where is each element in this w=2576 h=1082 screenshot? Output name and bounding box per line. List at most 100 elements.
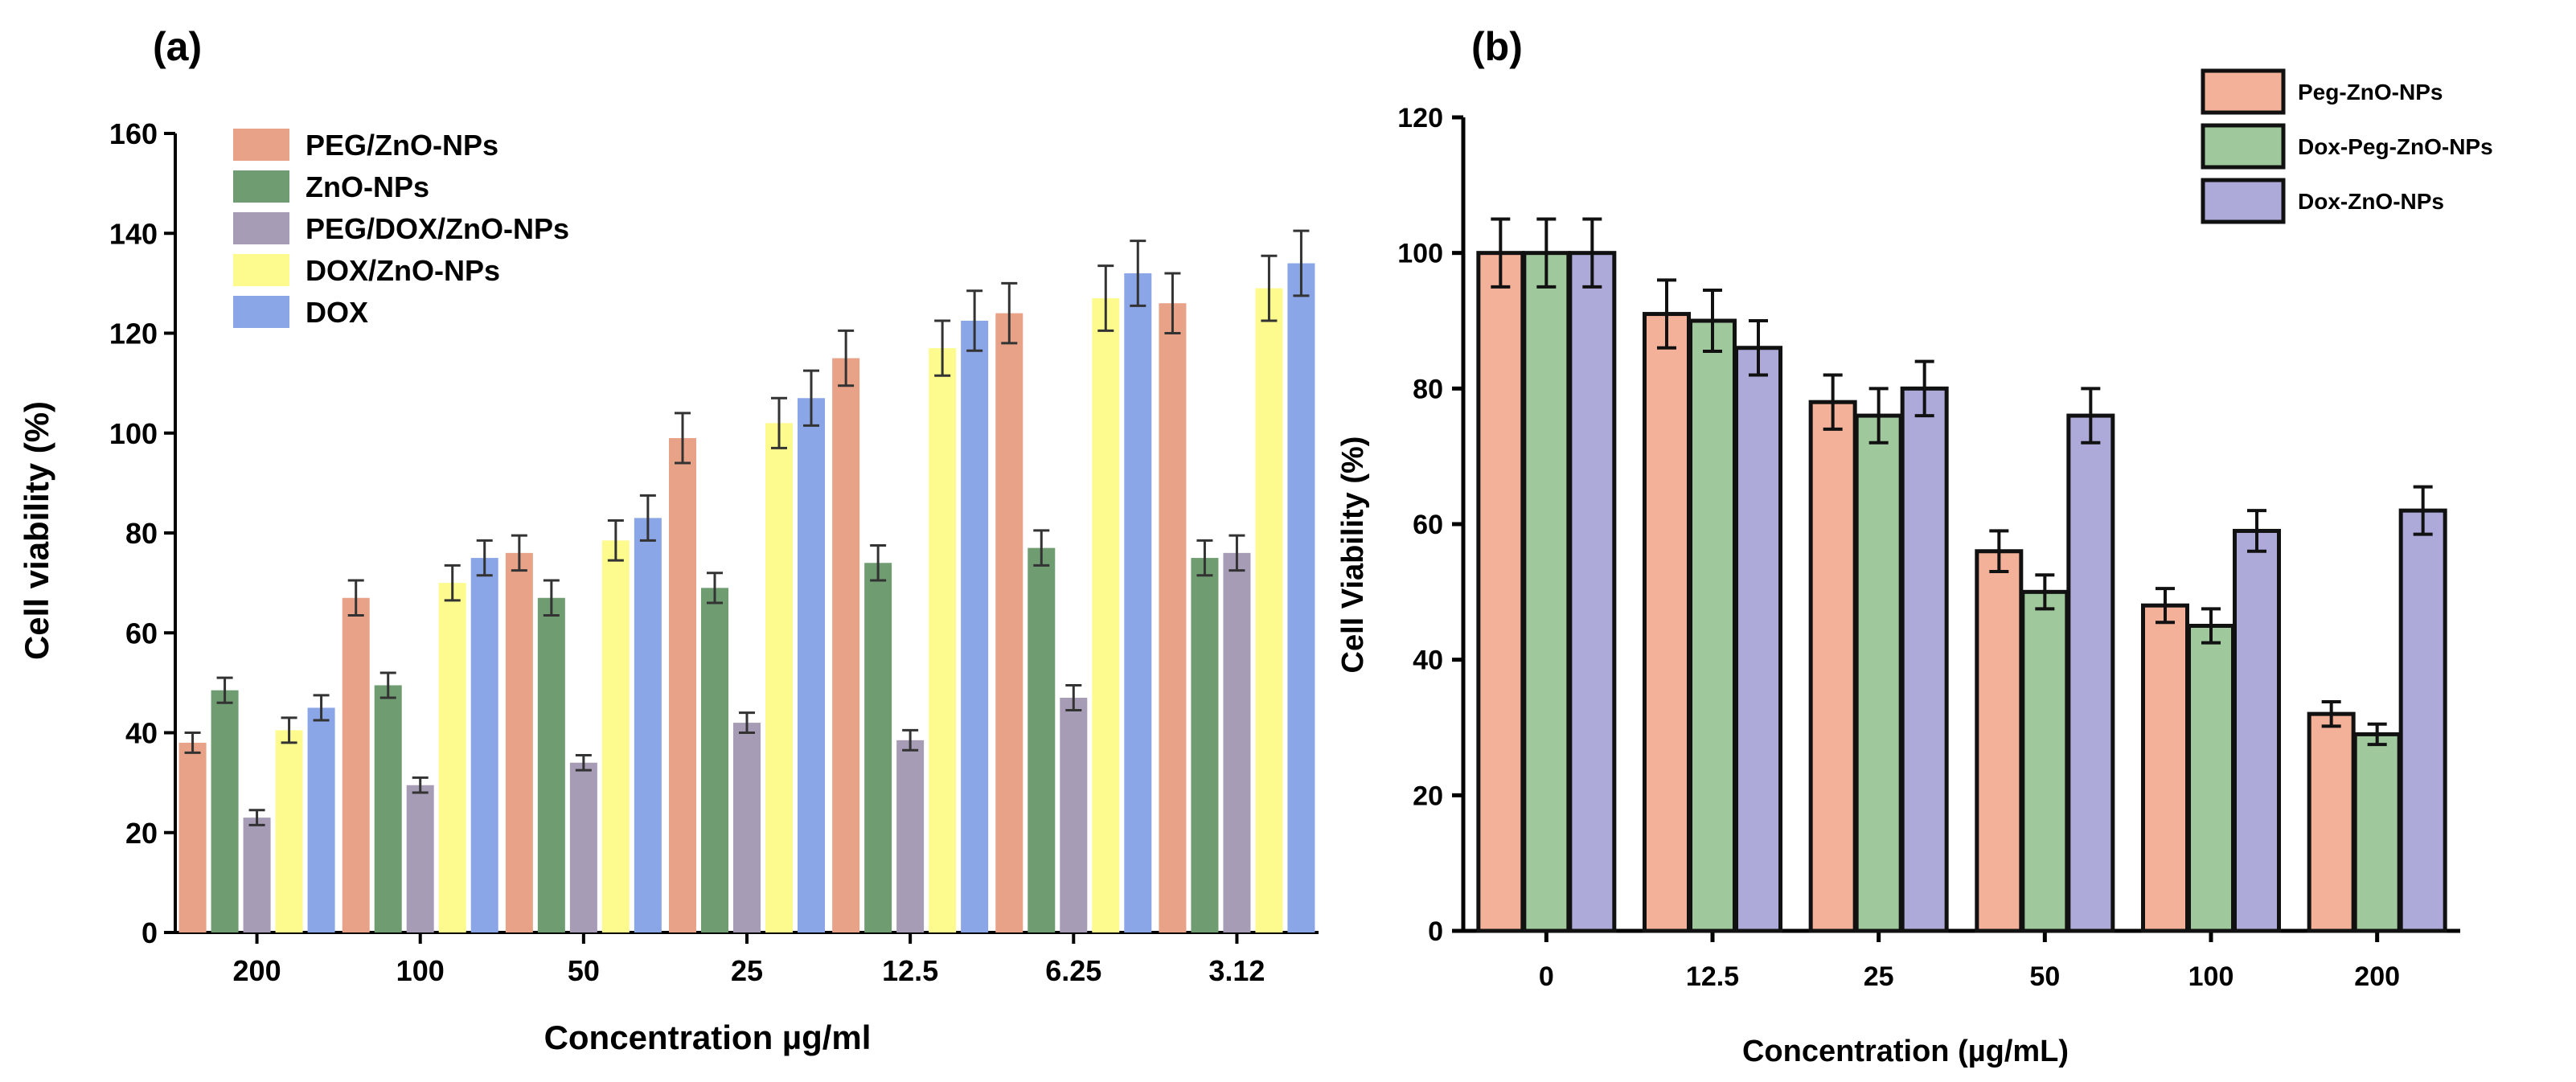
error-bar-dox-zno-nps-25 xyxy=(771,396,787,449)
panel-b-label: (b) xyxy=(1471,24,1523,69)
error-bar-dox-6-25 xyxy=(1130,240,1146,307)
bar-zno-nps-12-5 xyxy=(864,563,892,932)
bar-dox-zno-nps-12-5 xyxy=(929,348,957,932)
bar-dox-zno-nps-25 xyxy=(765,423,793,932)
bar-dox-peg-zno-nps-12-5 xyxy=(1688,318,1737,933)
bar-peg-dox-zno-nps-6-25 xyxy=(1060,698,1088,932)
panel-a-y-tick-label: 100 xyxy=(109,417,158,450)
error-bar-peg-zno-nps-12-5 xyxy=(1657,278,1676,350)
error-bar-peg-zno-nps-3-12 xyxy=(1164,272,1181,334)
error-bar-peg-dox-zno-nps-25 xyxy=(739,711,755,734)
error-bar-dox-3-12 xyxy=(1293,229,1310,297)
bar-dox-zno-nps-25 xyxy=(1900,386,1949,933)
panel-b-x-tick-label: 200 xyxy=(2354,961,2400,992)
panel-a-y-tick-label: 40 xyxy=(125,717,158,750)
legend-swatch-dox-peg-zno-nps xyxy=(2201,123,2286,170)
error-bar-dox-peg-zno-nps-0 xyxy=(1536,217,1557,289)
error-bar-zno-nps-12-5 xyxy=(870,544,887,582)
bar-zno-nps-200 xyxy=(211,690,239,932)
error-bar-dox-peg-zno-nps-12-5 xyxy=(1703,289,1722,353)
error-bar-dox-peg-zno-nps-25 xyxy=(1868,387,1889,445)
error-bar-zno-nps-50 xyxy=(543,579,560,617)
error-bar-peg-zno-nps-50 xyxy=(1989,529,2009,574)
bar-zno-nps-50 xyxy=(537,597,565,932)
bar-peg-zno-nps-100 xyxy=(2141,603,2189,933)
bar-peg-zno-nps-3-12 xyxy=(1159,303,1187,933)
legend-swatch-dox-zno-nps xyxy=(2201,178,2286,224)
bar-peg-dox-zno-nps-100 xyxy=(406,785,434,932)
error-bar-dox-100 xyxy=(476,539,493,577)
bar-peg-zno-nps-0 xyxy=(1476,251,1525,933)
error-bar-peg-dox-zno-nps-6-25 xyxy=(1065,683,1082,712)
error-bar-peg-dox-zno-nps-3-12 xyxy=(1229,534,1245,572)
error-bar-zno-nps-25 xyxy=(707,572,723,605)
bar-dox-peg-zno-nps-200 xyxy=(2352,732,2402,933)
error-bar-dox-25 xyxy=(803,369,819,427)
panel-a-x-tick-label: 25 xyxy=(731,954,763,987)
error-bar-dox-12-5 xyxy=(966,289,983,352)
bar-dox-zno-nps-50 xyxy=(601,540,630,932)
bar-peg-zno-nps-12-5 xyxy=(1643,312,1691,933)
legend-label-dox-zno-nps: DOX/ZnO-NPs xyxy=(306,254,500,287)
bar-dox-50 xyxy=(634,518,662,932)
error-bar-peg-dox-zno-nps-12-5 xyxy=(902,728,919,752)
error-bar-peg-zno-nps-0 xyxy=(1491,217,1511,289)
error-bar-dox-zno-nps-50 xyxy=(607,518,624,562)
error-bar-peg-zno-nps-12-5 xyxy=(838,329,855,387)
panel-b-y-tick-label: 100 xyxy=(1397,239,1443,269)
error-bar-dox-zno-nps-200 xyxy=(281,716,297,744)
error-bar-zno-nps-3-12 xyxy=(1196,539,1213,577)
bar-dox-100 xyxy=(470,558,498,932)
error-bar-dox-zno-nps-3-12 xyxy=(1261,254,1278,322)
panel-a-x-axis-label: Concentration µg/ml xyxy=(544,1018,872,1056)
bar-peg-zno-nps-25 xyxy=(1808,400,1857,933)
panel-a-y-tick-label: 140 xyxy=(109,217,158,250)
legend-swatch-dox xyxy=(233,296,289,328)
panel-b-x-tick-label: 25 xyxy=(1864,961,1894,992)
bar-dox-zno-nps-0 xyxy=(1568,251,1617,933)
bar-dox-peg-zno-nps-100 xyxy=(2187,624,2235,933)
error-bar-peg-zno-nps-25 xyxy=(675,412,691,465)
error-bar-dox-zno-nps-100 xyxy=(444,564,461,602)
panel-a-label: (a) xyxy=(153,24,202,69)
bar-peg-zno-nps-100 xyxy=(342,597,370,932)
error-bar-peg-dox-zno-nps-200 xyxy=(248,809,265,826)
error-bar-dox-zno-nps-50 xyxy=(2081,387,2101,445)
error-bar-peg-zno-nps-100 xyxy=(2156,587,2175,625)
legend-label-peg-zno-nps: PEG/ZnO-NPs xyxy=(306,129,498,162)
bar-dox-peg-zno-nps-25 xyxy=(1854,413,1903,933)
error-bar-dox-zno-nps-0 xyxy=(1582,217,1602,289)
panel-a-y-tick-label: 120 xyxy=(109,318,158,350)
bar-zno-nps-6-25 xyxy=(1028,547,1056,932)
error-bar-zno-nps-200 xyxy=(216,676,233,704)
panel-a-y-tick-label: 60 xyxy=(125,617,158,650)
panel-b-marks: 0 20 40 60 80 100 120 0 12.5 25 50 100 200 Peg-ZnO-NP… xyxy=(1397,68,2493,992)
bar-peg-zno-nps-200 xyxy=(178,742,207,932)
error-bar-zno-nps-100 xyxy=(379,671,396,699)
bar-peg-zno-nps-25 xyxy=(669,437,696,932)
bar-dox-200 xyxy=(307,707,335,932)
error-bar-peg-zno-nps-200 xyxy=(2321,699,2341,728)
error-bar-dox-zno-nps-12-5 xyxy=(1749,319,1768,377)
bar-dox-zno-nps-100 xyxy=(438,583,466,932)
panel-b: (b) 0 20 40 60 80 100 120 0 12.5 25 50 100 200 Peg-Zn… xyxy=(1336,24,2493,1068)
panel-a-x-tick-label: 6.25 xyxy=(1045,954,1101,987)
bar-peg-zno-nps-50 xyxy=(1975,549,2024,933)
error-bar-dox-zno-nps-25 xyxy=(1914,359,1934,418)
panel-b-x-axis-label: Concentration (µg/mL) xyxy=(1742,1035,2069,1068)
panel-a-y-tick-label: 20 xyxy=(125,817,158,850)
panel-b-x-tick-label: 100 xyxy=(2188,961,2234,992)
error-bar-peg-zno-nps-100 xyxy=(347,579,364,617)
panel-b-x-tick-label: 12.5 xyxy=(1686,961,1739,992)
bar-dox-zno-nps-12-5 xyxy=(1734,346,1782,933)
panel-b-y-tick-label: 60 xyxy=(1413,510,1443,540)
bar-dox-zno-nps-6-25 xyxy=(1092,298,1120,932)
panel-a-marks: 0 20 40 60 80 100 120 140 160 200 100 50 25 12.5 6.25 3… xyxy=(109,117,1319,987)
panel-a: (a) 0 20 40 60 80 100 120 140 160 200 100 50 25 12.5 6… xyxy=(18,24,1319,1056)
error-bar-peg-dox-zno-nps-100 xyxy=(412,776,429,794)
error-bar-peg-zno-nps-50 xyxy=(511,534,527,572)
legend-label-peg-zno-nps: Peg-ZnO-NPs xyxy=(2298,80,2443,105)
bar-dox-zno-nps-100 xyxy=(2233,528,2281,933)
legend-swatch-peg-dox-zno-nps xyxy=(233,212,289,244)
panel-b-x-tick-label: 50 xyxy=(2029,961,2060,992)
